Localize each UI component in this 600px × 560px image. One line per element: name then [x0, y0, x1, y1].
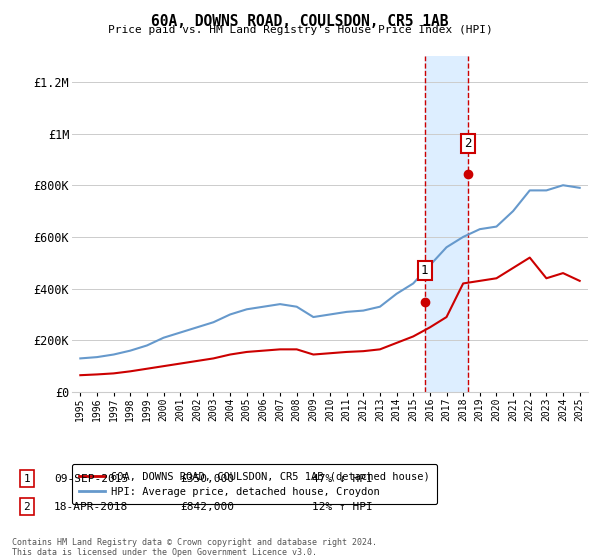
Text: 60A, DOWNS ROAD, COULSDON, CR5 1AB: 60A, DOWNS ROAD, COULSDON, CR5 1AB	[151, 14, 449, 29]
Bar	[425, 56, 468, 392]
Text: Price paid vs. HM Land Registry's House Price Index (HPI): Price paid vs. HM Land Registry's House …	[107, 25, 493, 35]
Text: 1: 1	[23, 474, 31, 484]
Text: 2: 2	[464, 137, 472, 150]
Text: 12% ↑ HPI: 12% ↑ HPI	[312, 502, 373, 512]
Text: 2: 2	[23, 502, 31, 512]
Text: £350,000: £350,000	[180, 474, 234, 484]
Text: 1: 1	[421, 264, 428, 277]
Text: 47% ↓ HPI: 47% ↓ HPI	[312, 474, 373, 484]
Text: 18-APR-2018: 18-APR-2018	[54, 502, 128, 512]
Text: 09-SEP-2015: 09-SEP-2015	[54, 474, 128, 484]
Text: £842,000: £842,000	[180, 502, 234, 512]
Legend: 60A, DOWNS ROAD, COULSDON, CR5 1AB (detached house), HPI: Average price, detache: 60A, DOWNS ROAD, COULSDON, CR5 1AB (deta…	[72, 464, 437, 504]
Text: Contains HM Land Registry data © Crown copyright and database right 2024.
This d: Contains HM Land Registry data © Crown c…	[12, 538, 377, 557]
